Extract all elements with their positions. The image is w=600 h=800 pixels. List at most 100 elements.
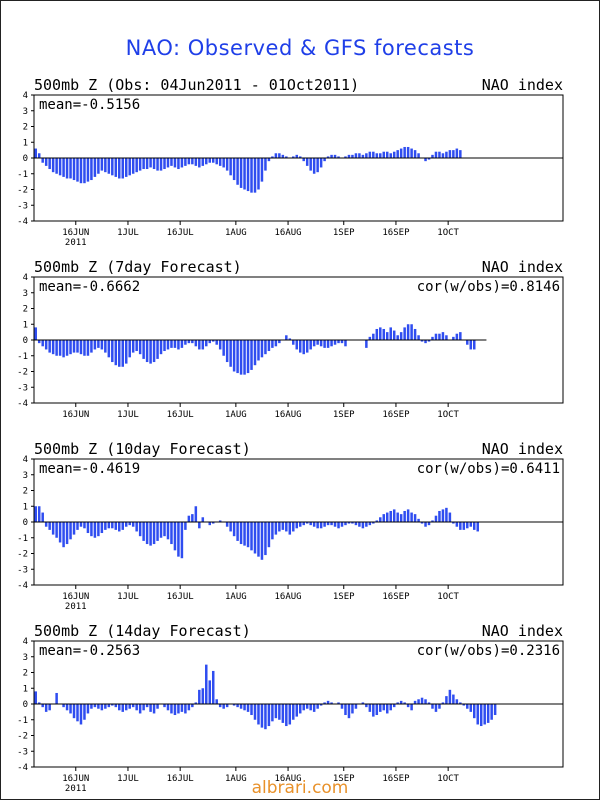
- nao-bar: [305, 158, 309, 166]
- nao-bar: [375, 704, 379, 716]
- nao-bar: [142, 340, 145, 359]
- nao-bar: [264, 340, 267, 355]
- nao-bar: [104, 340, 107, 353]
- mean-label: mean=-0.5156: [39, 97, 140, 113]
- nao-bar: [124, 158, 128, 177]
- nao-bar: [406, 146, 410, 158]
- y-tick-label: -2: [17, 550, 28, 560]
- y-tick-label: -4: [17, 763, 28, 773]
- nao-bar: [149, 522, 152, 546]
- nao-bar: [135, 704, 138, 711]
- nao-bar: [274, 522, 278, 535]
- nao-bar: [246, 340, 250, 374]
- nao-bar: [309, 340, 312, 350]
- nao-bar: [62, 522, 65, 548]
- year-label: 2011: [65, 238, 87, 248]
- nao-bar: [298, 340, 302, 353]
- x-tick-label: 16SEP: [382, 774, 410, 784]
- nao-bar: [76, 158, 79, 182]
- nao-bar: [410, 512, 413, 522]
- nao-bar: [399, 332, 403, 340]
- nao-bar: [445, 507, 448, 522]
- nao-bar: [452, 694, 455, 704]
- nao-bar: [274, 153, 278, 158]
- nao-bar: [392, 509, 396, 522]
- nao-bar: [69, 704, 72, 714]
- nao-bar: [114, 522, 118, 530]
- x-tick-label: 16JUL: [167, 592, 194, 602]
- nao-bar: [253, 158, 257, 193]
- nao-bar: [396, 335, 399, 340]
- nao-bar: [218, 340, 222, 350]
- panel-title: 500mb Z (10day Forecast): [34, 440, 251, 458]
- nao-bar: [267, 340, 271, 352]
- nao-bar: [156, 340, 159, 359]
- nao-bar: [37, 506, 41, 522]
- nao-bar: [257, 158, 260, 190]
- nao-bar: [466, 522, 469, 529]
- y-tick-label: 4: [23, 455, 28, 465]
- nao-bar: [72, 704, 76, 719]
- nao-bar: [358, 153, 361, 158]
- nao-bar: [305, 340, 309, 353]
- nao-bar: [417, 699, 420, 704]
- nao-bar: [455, 522, 459, 527]
- nao-bar: [194, 506, 198, 522]
- nao-bar: [264, 704, 267, 730]
- nao-bar: [298, 522, 302, 527]
- x-tick-label: 1OCT: [437, 592, 459, 602]
- nao-bar: [243, 340, 246, 375]
- nao-bar: [93, 340, 97, 350]
- nao-bar: [37, 153, 41, 158]
- nao-bar: [225, 704, 229, 708]
- nao-bar: [267, 158, 271, 162]
- nao-bar: [232, 522, 236, 537]
- nao-bar: [330, 340, 333, 347]
- nao-bar: [236, 704, 239, 708]
- nao-bar: [107, 340, 111, 358]
- nao-bar: [48, 704, 51, 711]
- nao-bar: [427, 522, 431, 526]
- nao-bar: [361, 522, 365, 529]
- nao-bar: [62, 340, 65, 358]
- nao-bar: [83, 704, 86, 720]
- nao-bar: [319, 522, 323, 529]
- nao-bar: [434, 333, 438, 340]
- nao-bar: [246, 522, 250, 548]
- nao-bar: [180, 340, 184, 348]
- nao-bar: [295, 340, 299, 350]
- nao-panel-3: 500mb Z (10day Forecast) NAO index mean=-0…: [17, 440, 564, 612]
- y-tick-label: 1: [23, 684, 28, 694]
- nao-bar: [79, 340, 83, 355]
- y-tick-label: 0: [23, 518, 28, 528]
- y-tick-label: -3: [17, 565, 28, 575]
- nao-bar: [271, 156, 274, 158]
- nao-bar: [292, 704, 295, 720]
- nao-bar: [392, 704, 396, 708]
- y-tick-label: 0: [23, 336, 28, 346]
- nao-bar: [351, 704, 354, 714]
- nao-bar: [222, 340, 225, 356]
- nao-bar: [372, 522, 375, 524]
- x-tick-label: 16SEP: [382, 592, 410, 602]
- nao-bar: [340, 340, 344, 344]
- nao-bar: [382, 151, 386, 158]
- nao-bar: [76, 340, 79, 353]
- nao-bar: [295, 522, 299, 529]
- nao-bar: [69, 158, 72, 179]
- nao-bar: [337, 522, 340, 529]
- nao-bar: [86, 522, 90, 534]
- y-tick-label: 1: [23, 502, 28, 512]
- nao-bar: [396, 512, 399, 522]
- nao-bar: [100, 522, 104, 534]
- y-tick-label: 4: [23, 637, 28, 647]
- nao-bar: [131, 704, 135, 708]
- panel-index-label: NAO index: [482, 440, 563, 458]
- nao-bar: [184, 704, 187, 714]
- nao-bar: [337, 156, 340, 158]
- nao-bar: [455, 148, 459, 158]
- y-tick-label: 3: [23, 289, 28, 299]
- nao-bar: [104, 158, 107, 173]
- nao-bar: [104, 704, 107, 709]
- nao-bar: [118, 704, 121, 711]
